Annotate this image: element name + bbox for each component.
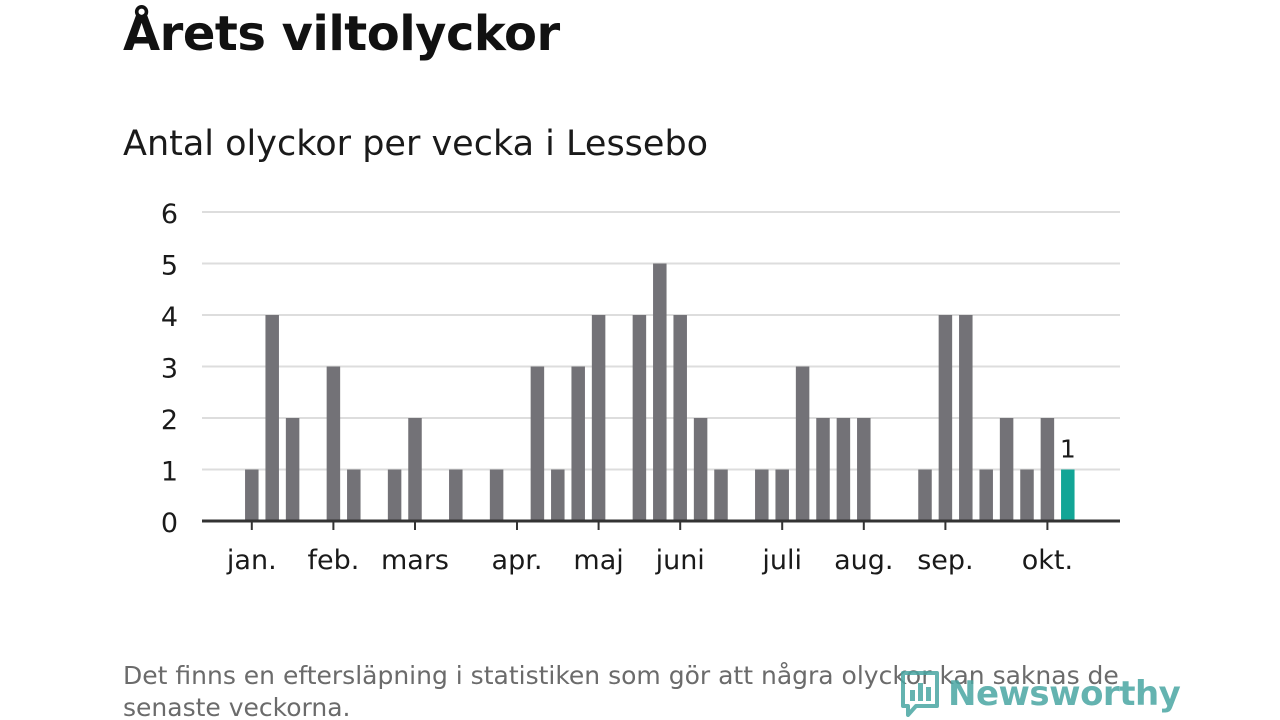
bar <box>693 418 708 521</box>
bar-chart-speech-bubble-icon <box>901 671 939 717</box>
data-label: 1 <box>1060 435 1076 464</box>
bar <box>755 469 769 521</box>
footnote: Det finns en eftersläpning i statistiken… <box>123 661 1119 720</box>
y-tick-label: 2 <box>161 405 178 436</box>
bar <box>836 418 851 521</box>
bar <box>347 469 361 521</box>
x-tick-label: jan. <box>226 545 277 576</box>
x-tick-label: maj <box>573 545 623 576</box>
x-tick-label: juni <box>655 545 705 576</box>
bar <box>285 418 300 521</box>
x-tick-label: feb. <box>307 545 359 576</box>
page-title: Årets viltolyckor <box>123 6 560 62</box>
bar <box>795 366 810 521</box>
bar <box>938 315 953 521</box>
x-tick-label: okt. <box>1022 545 1073 576</box>
bar <box>714 469 728 521</box>
x-tick-label: juli <box>761 545 802 576</box>
bar <box>326 366 341 521</box>
bar <box>571 366 585 521</box>
bar <box>530 366 545 521</box>
y-tick-label: 6 <box>161 199 178 230</box>
bar <box>918 469 932 521</box>
bar <box>408 418 422 521</box>
bar <box>1020 469 1034 521</box>
chart-subtitle: Antal olyckor per vecka i Lessebo <box>123 124 709 164</box>
bar <box>653 263 667 521</box>
bar <box>999 418 1014 521</box>
bar <box>245 469 259 521</box>
bar <box>673 315 687 521</box>
bar <box>449 469 463 521</box>
bar <box>979 469 993 521</box>
logo-text: Newsworthy <box>948 674 1181 714</box>
bar <box>551 469 565 521</box>
y-tick-label: 5 <box>161 251 178 282</box>
bar <box>591 315 606 521</box>
bar <box>387 469 402 521</box>
highlight-bar <box>1061 469 1075 521</box>
y-tick-label: 1 <box>161 457 178 488</box>
x-tick-label: mars <box>381 545 449 576</box>
x-tick-label: aug. <box>834 545 893 576</box>
x-tick-label: apr. <box>492 545 543 576</box>
bar <box>775 469 789 521</box>
bar <box>265 315 279 521</box>
y-tick-label: 3 <box>161 354 178 385</box>
bar <box>857 418 871 521</box>
bar <box>632 315 647 521</box>
newsworthy-logo: Newsworthy <box>900 668 1181 720</box>
y-tick-label: 4 <box>161 302 178 333</box>
x-tick-label: sep. <box>917 545 973 576</box>
bar <box>489 469 504 521</box>
bar <box>816 418 830 521</box>
bar <box>959 315 973 521</box>
bar <box>1040 418 1055 521</box>
y-tick-label: 0 <box>161 508 178 539</box>
